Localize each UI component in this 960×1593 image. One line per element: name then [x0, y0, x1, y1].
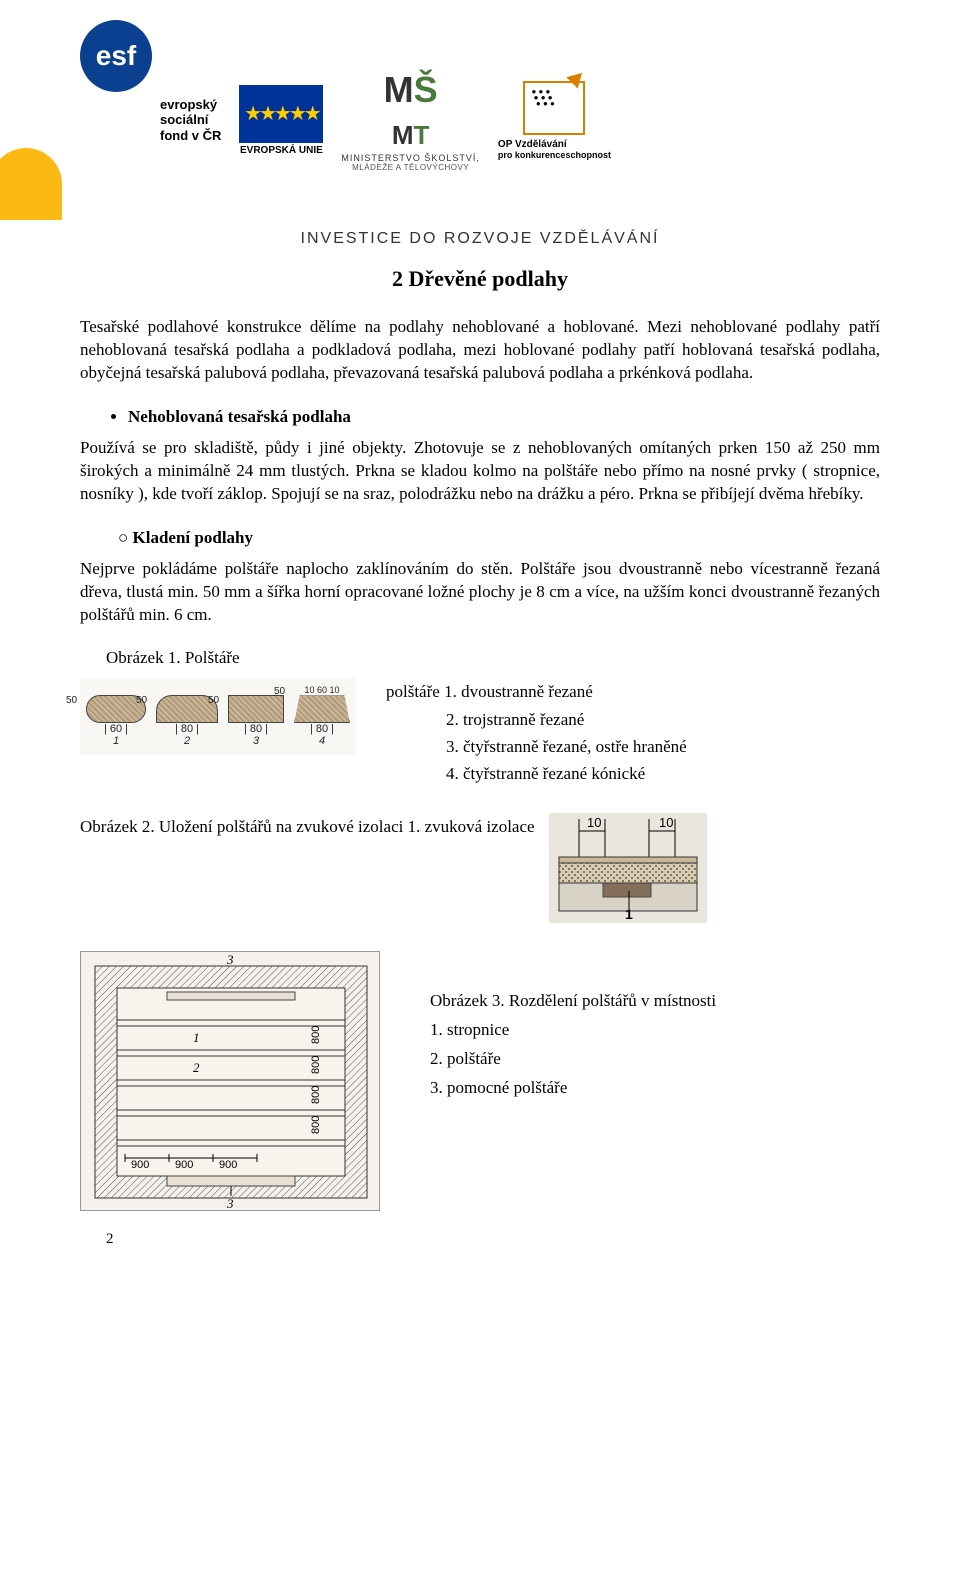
esf-swoosh-icon — [0, 148, 62, 220]
paragraph-nehoblovana: Používá se pro skladiště, půdy i jiné ob… — [80, 437, 880, 506]
opvk-line2: pro konkurenceschopnost — [498, 150, 611, 160]
eu-flag-icon: ★★★★★ — [239, 85, 323, 143]
fig3-dim800-2: 800 — [310, 1056, 322, 1074]
fig3-n2: 2 — [193, 1060, 200, 1075]
fig3-legend-1: 1. stropnice — [430, 1016, 716, 1045]
heading-kladeni: Kladení podlahy — [118, 528, 880, 548]
fig3-dim900-3: 900 — [219, 1159, 237, 1171]
header-tagline: INVESTICE DO ROZVOJE VZDĚLÁVÁNÍ — [80, 230, 880, 248]
fig2-row: Obrázek 2. Uložení polštářů na zvukové i… — [80, 813, 880, 923]
esf-text: evropský sociální fond v ČR — [160, 97, 221, 144]
fig3-diagram: 3 1 2 800 800 800 800 900 — [80, 951, 380, 1211]
fig3-legend: Obrázek 3. Rozdělení polštářů v místnost… — [430, 987, 716, 1103]
header-logo-strip: esf evropský sociální fond v ČR ★★★★★ EV… — [80, 20, 880, 220]
fig1-legend: polštáře 1. dvoustranně řezané 2. trojst… — [386, 678, 687, 787]
msmt-line1: MINISTERSTVO ŠKOLSTVÍ, — [341, 153, 480, 163]
fig1-legend-3: 3. čtyřstranně řezané, ostře hraněné — [386, 733, 687, 760]
opvk-logo: ● ● ● ● ● ● ● ● ● OP Vzdělávání pro konk… — [498, 81, 611, 160]
esf-circle-icon: esf — [80, 20, 152, 92]
fig2-diagram: 10 10 1 — [549, 813, 707, 923]
fig3-dim800-3: 800 — [310, 1086, 322, 1104]
eu-label: EVROPSKÁ UNIE — [239, 145, 323, 156]
fig3-n3-bot: 3 — [226, 1196, 234, 1211]
fig3-caption: Obrázek 3. Rozdělení polštářů v místnost… — [430, 987, 716, 1016]
polstar-shape-3: 50 | 80 | 3 — [228, 695, 284, 747]
paragraph-kladeni: Nejprve pokládáme polštáře naplocho zakl… — [80, 558, 880, 627]
msmt-abbr-icon: MŠMT — [341, 69, 480, 153]
fig2-caption: Obrázek 2. Uložení polštářů na zvukové i… — [80, 817, 535, 837]
fig3-n3-top: 3 — [226, 952, 234, 967]
esf-abbr: esf — [96, 40, 136, 72]
bullet-list-a: Nehoblovaná tesařská podlaha — [80, 407, 880, 427]
fig3-legend-3: 3. pomocné polštáře — [430, 1074, 716, 1103]
fig3-dim800-1: 800 — [310, 1026, 322, 1044]
opvk-box-icon: ● ● ● ● ● ● ● ● ● — [523, 81, 585, 135]
bullet-list-b: Kladení podlahy — [80, 528, 880, 548]
fig3-dim800-4: 800 — [310, 1116, 322, 1134]
opvk-line1: OP Vzdělávání — [498, 139, 611, 150]
fig2-dim-right: 10 — [659, 815, 673, 830]
heading-nehoblovana: Nehoblovaná tesařská podlaha — [128, 407, 880, 427]
fig1-legend-2: 2. trojstranně řezané — [386, 706, 687, 733]
msmt-logo: MŠMT MINISTERSTVO ŠKOLSTVÍ, MLÁDEŽE A TĚ… — [341, 69, 480, 172]
page-title: 2 Dřevěné podlahy — [80, 266, 880, 292]
fig3-legend-2: 2. polštáře — [430, 1045, 716, 1074]
fig1-caption: Obrázek 1. Polštáře — [106, 648, 880, 668]
fig1-legend-1: polštáře 1. dvoustranně řezané — [386, 678, 687, 705]
fig3-row: 3 1 2 800 800 800 800 900 — [80, 951, 880, 1211]
fig3-dim900-1: 900 — [131, 1159, 149, 1171]
page-number: 2 — [106, 1231, 880, 1248]
paragraph-intro: Tesařské podlahové konstrukce dělíme na … — [80, 316, 880, 385]
eu-logo: ★★★★★ EVROPSKÁ UNIE — [239, 85, 323, 156]
fig2-dim-left: 10 — [587, 815, 601, 830]
esf-logo: esf evropský sociální fond v ČR — [80, 20, 221, 220]
fig3-dim900-2: 900 — [175, 1159, 193, 1171]
fig1-legend-4: 4. čtyřstranně řezané kónické — [386, 760, 687, 787]
msmt-line2: MLÁDEŽE A TĚLOVÝCHOVY — [341, 163, 480, 172]
fig1-diagram: 50 | 60 | 1 50 | 80 | 2 50 | 80 | 3 10 — [80, 678, 356, 755]
fig3-n1: 1 — [193, 1030, 200, 1045]
fig1-row: 50 | 60 | 1 50 | 80 | 2 50 | 80 | 3 10 — [80, 678, 880, 787]
polstar-shape-4: 10 60 10 50 | 80 | 4 — [294, 686, 350, 747]
